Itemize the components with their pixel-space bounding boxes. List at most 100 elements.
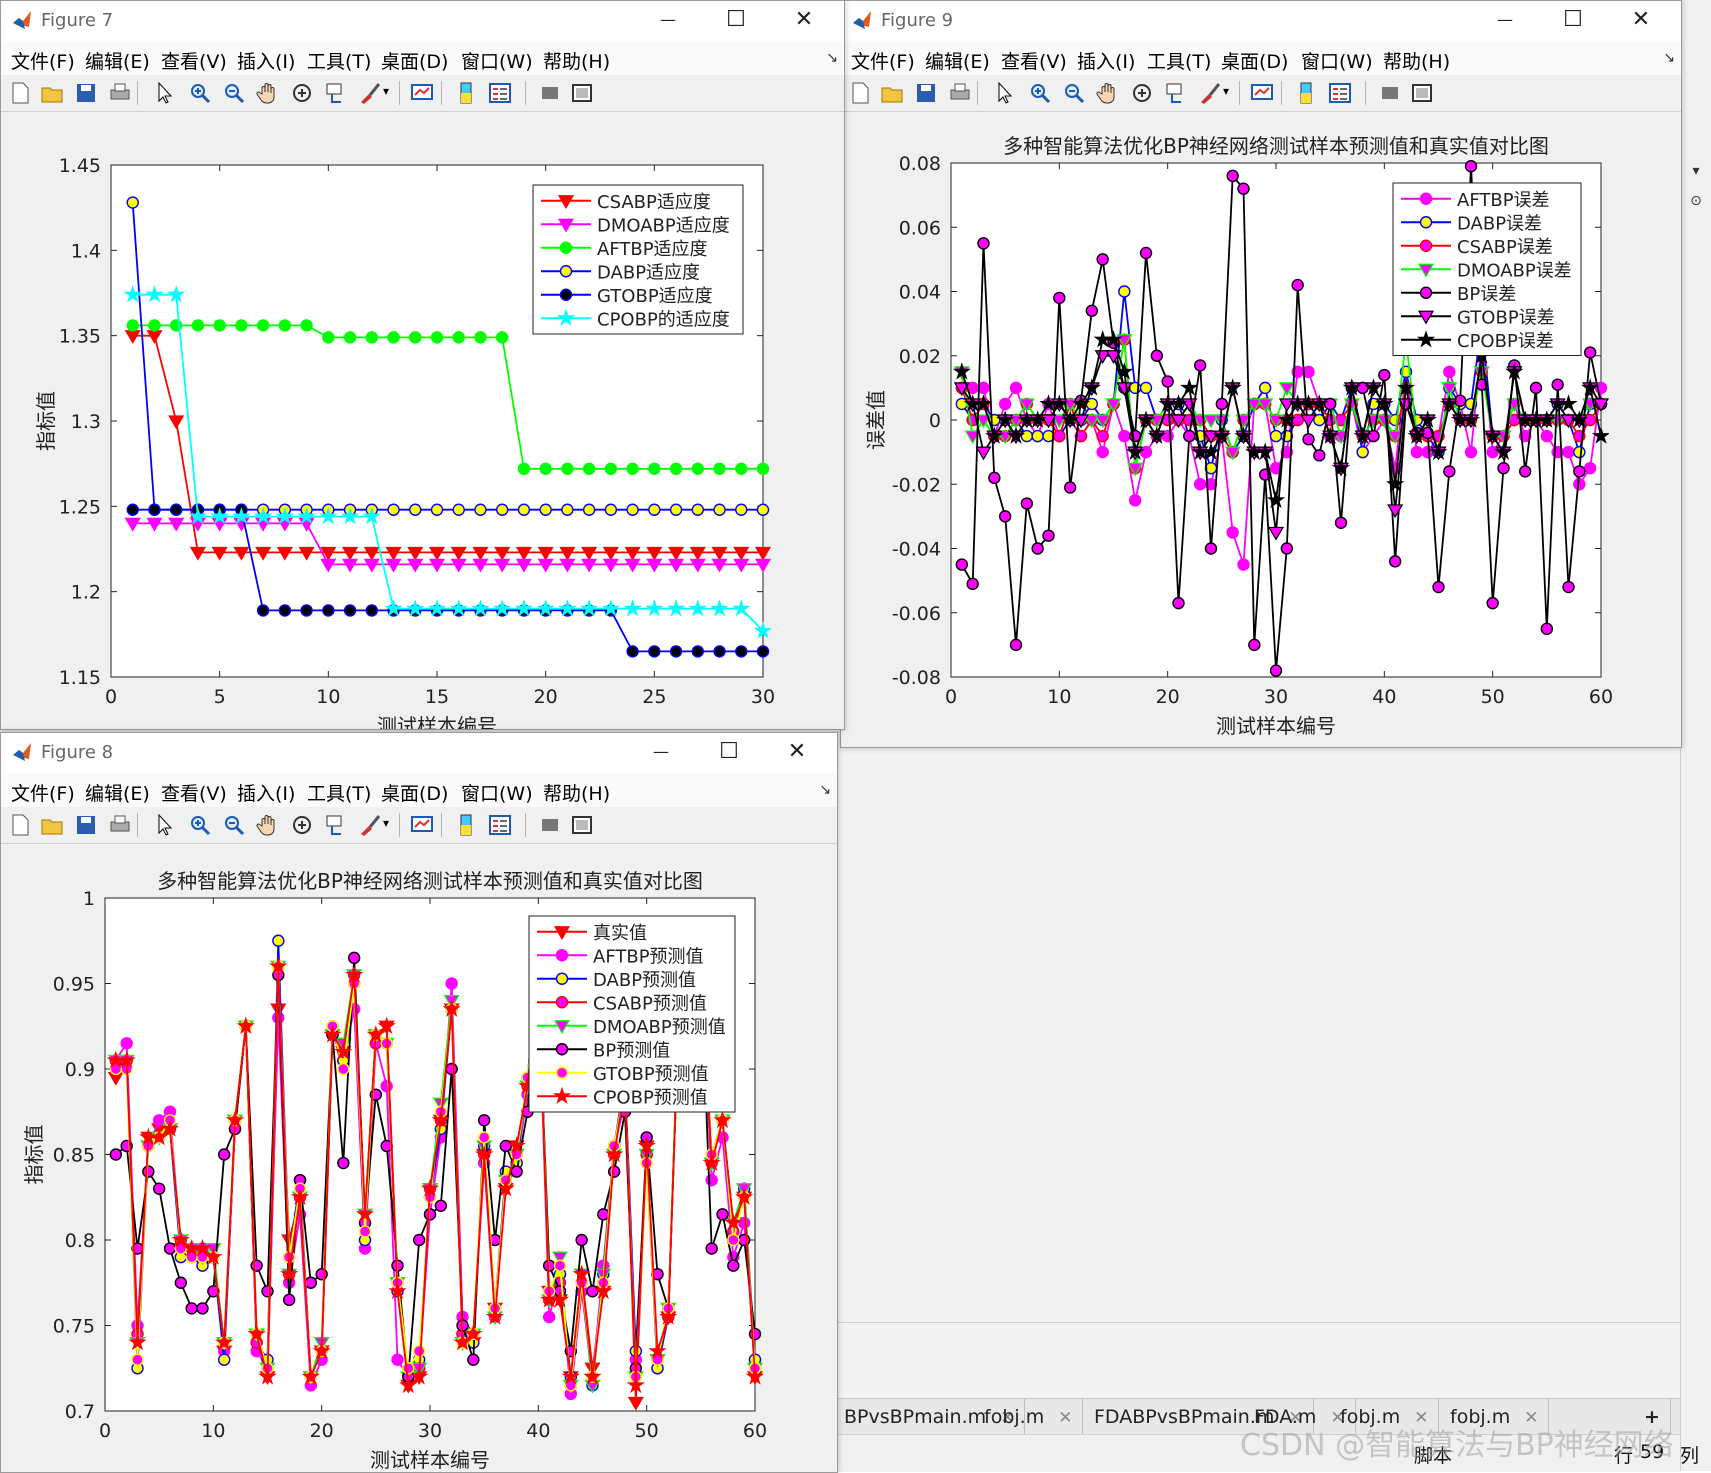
menu-item[interactable]: 查看(V) (161, 51, 227, 73)
hide-plot-tools-icon[interactable] (537, 812, 563, 838)
figure-8-window[interactable]: Figure 8 — ☐ ✕ 文件(F) 编辑(E) 查看(V) 插入(I) 工具(T) 桌面(D… (0, 732, 838, 1473)
minimize-icon[interactable]: — (660, 10, 676, 29)
minimize-icon[interactable]: — (653, 742, 669, 761)
editor-tab[interactable]: FDA.m ✕ (1244, 1399, 1356, 1435)
menu-item[interactable]: 桌面(D) (1221, 51, 1289, 73)
menu-item[interactable]: 插入(I) (237, 51, 296, 73)
save-icon[interactable] (73, 80, 99, 106)
maximize-icon[interactable]: ☐ (1563, 7, 1583, 32)
brush-dropdown-icon[interactable]: ▾ (383, 816, 390, 830)
undock-arrow-icon[interactable]: ↘ (1663, 50, 1675, 66)
editor-tab[interactable]: fobj.m ✕ (1330, 1399, 1440, 1435)
figure-7-window[interactable]: Figure 7 — ☐ ✕ 文件(F) 编辑(E) 查看(V) 插入(I) 工具(T) 桌面(D… (0, 0, 845, 730)
maximize-icon[interactable]: ☐ (719, 739, 739, 764)
editor-tab[interactable]: BPvsBPmain.m ✕ (834, 1399, 1026, 1435)
pan-icon[interactable] (255, 812, 281, 838)
data-cursor-icon[interactable] (323, 812, 349, 838)
close-icon[interactable]: ✕ (1524, 1408, 1539, 1428)
close-icon[interactable]: ✕ (787, 739, 807, 764)
print-icon[interactable] (947, 80, 973, 106)
rotate-3d-icon[interactable] (289, 812, 315, 838)
editor-tab[interactable]: fobj.m ✕ (974, 1399, 1084, 1435)
show-plot-tools-icon[interactable] (569, 812, 595, 838)
show-plot-tools-icon[interactable] (569, 80, 595, 106)
new-figure-icon[interactable] (7, 812, 33, 838)
menu-item[interactable]: 查看(V) (161, 783, 227, 805)
editor-tab[interactable]: fobj.m ✕ (1440, 1399, 1550, 1435)
new-figure-icon[interactable] (7, 80, 33, 106)
zoom-in-icon[interactable] (1027, 80, 1053, 106)
close-icon[interactable]: ✕ (1058, 1408, 1073, 1428)
menu-item[interactable]: 插入(I) (237, 783, 296, 805)
plot-canvas[interactable]: 0 10 20 30 40 50 60 -0.08 -0.06 -0.04 -0.02 0 0.02 0.… (841, 111, 1681, 747)
window-title-bar[interactable]: Figure 9 — ☐ ✕ (841, 1, 1681, 41)
menu-item[interactable]: 桌面(D) (381, 783, 449, 805)
link-plot-icon[interactable] (409, 80, 435, 106)
rotate-3d-icon[interactable] (289, 80, 315, 106)
colorbar-icon[interactable] (453, 80, 479, 106)
menu-item[interactable]: 查看(V) (1001, 51, 1067, 73)
colorbar-icon[interactable] (453, 812, 479, 838)
show-plot-tools-icon[interactable] (1409, 80, 1435, 106)
colorbar-icon[interactable] (1293, 80, 1319, 106)
scroll-down-icon[interactable]: ▾ (1692, 163, 1700, 179)
brush-dropdown-icon[interactable]: ▾ (383, 84, 390, 98)
legend-icon[interactable] (487, 80, 513, 106)
undock-arrow-icon[interactable]: ↘ (819, 782, 831, 798)
menu-item[interactable]: 工具(T) (307, 51, 372, 73)
close-icon[interactable]: ✕ (1631, 7, 1651, 32)
pointer-icon[interactable] (151, 80, 177, 106)
menu-item[interactable]: 工具(T) (1147, 51, 1212, 73)
menu-item[interactable]: 编辑(E) (925, 51, 990, 73)
desktop-right-scrollbar[interactable]: ▾ ⊙ (1680, 0, 1711, 1471)
menu-item[interactable]: 桌面(D) (381, 51, 449, 73)
maximize-icon[interactable]: ☐ (726, 7, 746, 32)
open-file-icon[interactable] (39, 80, 65, 106)
brush-icon[interactable] (1197, 80, 1223, 106)
legend-icon[interactable] (1327, 80, 1353, 106)
menu-item[interactable]: 帮助(H) (1383, 51, 1451, 73)
hide-plot-tools-icon[interactable] (537, 80, 563, 106)
undock-arrow-icon[interactable]: ↘ (826, 50, 838, 66)
menu-item[interactable]: 文件(F) (11, 51, 75, 73)
pointer-icon[interactable] (151, 812, 177, 838)
menu-item[interactable]: 窗口(W) (461, 783, 533, 805)
legend-icon[interactable] (487, 812, 513, 838)
brush-icon[interactable] (357, 812, 383, 838)
menu-item[interactable]: 文件(F) (851, 51, 915, 73)
link-plot-icon[interactable] (409, 812, 435, 838)
new-figure-icon[interactable] (847, 80, 873, 106)
brush-icon[interactable] (357, 80, 383, 106)
zoom-out-icon[interactable] (1061, 80, 1087, 106)
minimize-icon[interactable]: — (1497, 10, 1513, 29)
scroll-arrow-icon[interactable]: ⊙ (1690, 193, 1702, 209)
zoom-out-icon[interactable] (221, 80, 247, 106)
data-cursor-icon[interactable] (323, 80, 349, 106)
menu-item[interactable]: 帮助(H) (543, 51, 611, 73)
menu-item[interactable]: 文件(F) (11, 783, 75, 805)
add-tab-button[interactable]: + (1634, 1399, 1671, 1435)
open-file-icon[interactable] (879, 80, 905, 106)
menu-item[interactable]: 编辑(E) (85, 51, 150, 73)
data-cursor-icon[interactable] (1163, 80, 1189, 106)
link-plot-icon[interactable] (1249, 80, 1275, 106)
close-icon[interactable]: ✕ (794, 7, 814, 32)
plot-canvas[interactable]: 0 10 20 30 40 50 60 0.7 0.75 0.8 0.85 0.9 0.95 1 多种智能算… (1, 843, 837, 1472)
menu-item[interactable]: 窗口(W) (461, 51, 533, 73)
menu-item[interactable]: 窗口(W) (1301, 51, 1373, 73)
close-icon[interactable]: ✕ (1414, 1408, 1429, 1428)
editor-tab[interactable]: FDABPvsBPmain.m ✕ (1084, 1399, 1314, 1435)
brush-dropdown-icon[interactable]: ▾ (1223, 84, 1230, 98)
print-icon[interactable] (107, 80, 133, 106)
window-title-bar[interactable]: Figure 8 — ☐ ✕ (1, 733, 837, 773)
print-icon[interactable] (107, 812, 133, 838)
pan-icon[interactable] (1095, 80, 1121, 106)
zoom-in-icon[interactable] (187, 812, 213, 838)
pan-icon[interactable] (255, 80, 281, 106)
figure-9-window[interactable]: Figure 9 — ☐ ✕ 文件(F) 编辑(E) 查看(V) 插入(I) 工具(T) 桌面(D… (840, 0, 1682, 748)
hide-plot-tools-icon[interactable] (1377, 80, 1403, 106)
close-icon[interactable]: ✕ (1288, 1408, 1303, 1428)
